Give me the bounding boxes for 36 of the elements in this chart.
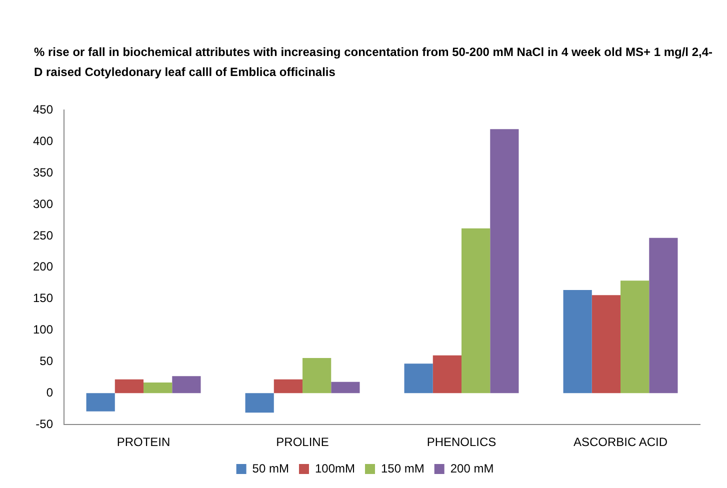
bar xyxy=(620,280,650,394)
y-tick-label: 450 xyxy=(32,102,54,117)
bar xyxy=(274,379,303,394)
x-tick-label: PHENOLICS xyxy=(426,435,496,450)
y-tick-label: 150 xyxy=(32,291,54,306)
bar xyxy=(592,295,621,394)
bar xyxy=(490,129,519,394)
bar xyxy=(144,382,172,394)
y-tick-label: 350 xyxy=(32,165,54,180)
y-tick-label: 400 xyxy=(32,134,54,148)
legend-label: 200 mM xyxy=(450,461,494,476)
bar xyxy=(462,228,490,394)
y-tick-label: 300 xyxy=(32,196,54,211)
legend-label: 100mM xyxy=(314,461,355,476)
x-tick-label: PROLINE xyxy=(276,435,329,450)
y-tick-label: 200 xyxy=(32,260,54,274)
bar xyxy=(331,382,360,394)
bar xyxy=(404,364,433,394)
legend-label: 50 mM xyxy=(252,461,289,476)
legend-label: 150 mM xyxy=(380,461,424,476)
x-tick-label: ASCORBIC ACID xyxy=(573,435,668,450)
x-tick-label: PROTEIN xyxy=(116,435,170,450)
bar xyxy=(86,393,115,412)
bar xyxy=(172,376,201,394)
y-tick-label: 250 xyxy=(32,228,54,242)
bar xyxy=(563,290,592,394)
chart-title: % rise or fall in biochemical attributes with increasing concentation from 50-200 mM NaCl in 4 week old MS+ 1 mg/l 2,4-D raised Cotyledonary leaf calll of Emblica officinalis xyxy=(34,44,714,81)
y-tick-label: 50 xyxy=(40,354,54,368)
y-tick-label: -50 xyxy=(36,416,54,431)
bar xyxy=(432,355,462,394)
bar xyxy=(114,379,144,394)
bar xyxy=(245,393,274,413)
bar xyxy=(649,238,678,394)
y-tick-label: 0 xyxy=(46,385,54,400)
y-tick-label: 100 xyxy=(32,322,54,337)
bar xyxy=(302,358,332,394)
